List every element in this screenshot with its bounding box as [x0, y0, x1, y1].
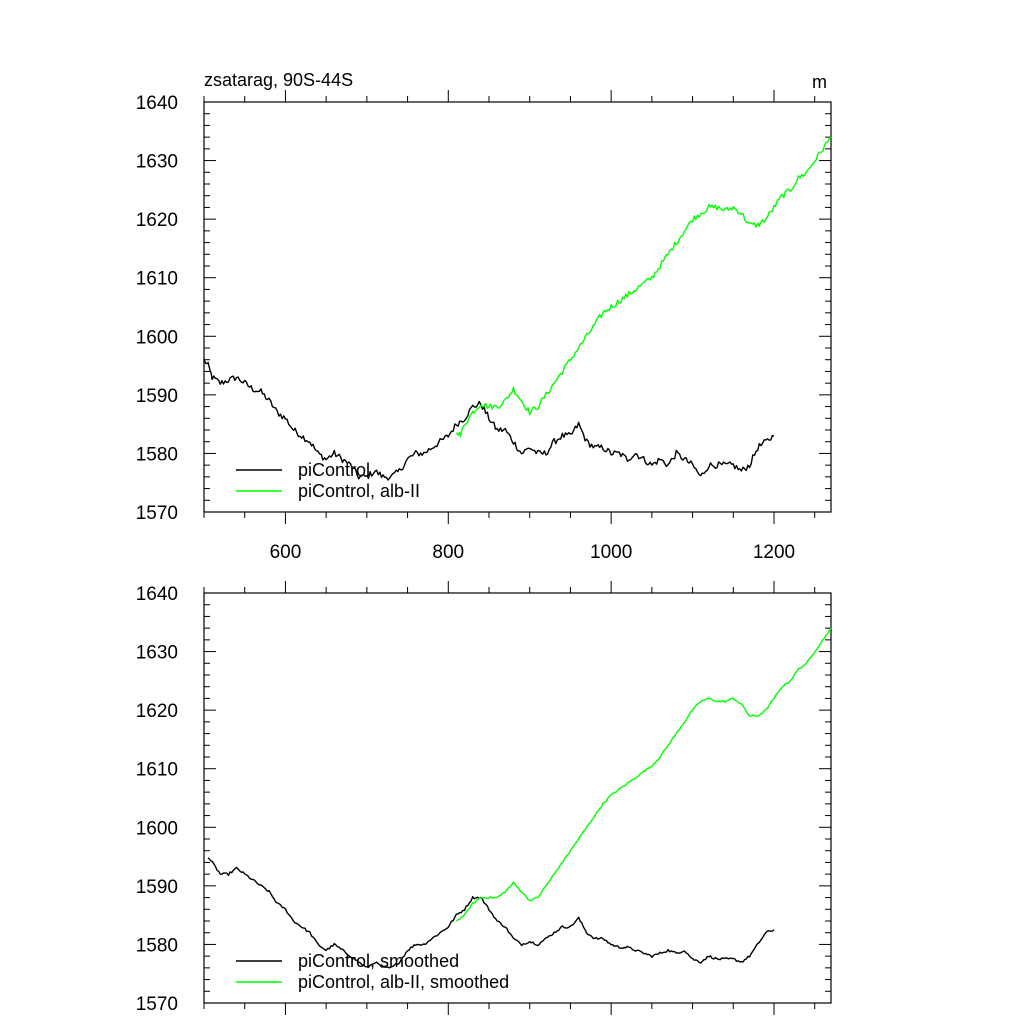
y-tick-label: 1590: [136, 877, 178, 898]
y-tick-label: 1640: [136, 584, 178, 605]
y-tick-label: 1630: [136, 152, 178, 173]
y-tick-label: 1580: [136, 444, 178, 465]
series-line-1: [203, 358, 775, 481]
y-tick-label: 1580: [136, 935, 178, 956]
y-tick-label: 1610: [136, 269, 178, 290]
y-tick-label: 1570: [136, 503, 178, 524]
y-tick-label: 1570: [136, 994, 178, 1015]
y-tick-label: 1600: [136, 327, 178, 348]
legend-label: piControl, smoothed: [298, 951, 459, 971]
y-tick-label: 1590: [136, 386, 178, 407]
plot-frame: [203, 101, 832, 513]
y-tick-label: 1620: [136, 701, 178, 722]
legend-label: piControl, alb-II, smoothed: [298, 972, 509, 992]
chart-panel-2: 1570 1580 1590 1600 1610 1620 1630 1640 piContro…: [136, 581, 832, 1015]
x-tick-label: 800: [432, 542, 464, 563]
legend-label: piControl: [298, 460, 370, 480]
x-tick-label: 1200: [753, 542, 795, 563]
chart-panel-1: 1570 1580 1590 1600 1610 1620 1630 1640 600 800 10…: [136, 70, 832, 563]
units-label: m: [812, 72, 827, 92]
series-line-2: [455, 627, 832, 922]
series-line-1: [207, 857, 775, 969]
y-tick-label: 1640: [136, 93, 178, 114]
legend-label: piControl, alb-II: [298, 481, 420, 501]
x-tick-label: 600: [270, 542, 302, 563]
series-line-2: [455, 136, 832, 438]
chart-title: zsatarag, 90S-44S: [204, 70, 353, 90]
y-tick-label: 1620: [136, 210, 178, 231]
plot-frame: [203, 592, 832, 1004]
x-tick-label: 1000: [590, 542, 632, 563]
y-tick-label: 1600: [136, 818, 178, 839]
y-tick-label: 1610: [136, 760, 178, 781]
y-tick-label: 1630: [136, 643, 178, 664]
